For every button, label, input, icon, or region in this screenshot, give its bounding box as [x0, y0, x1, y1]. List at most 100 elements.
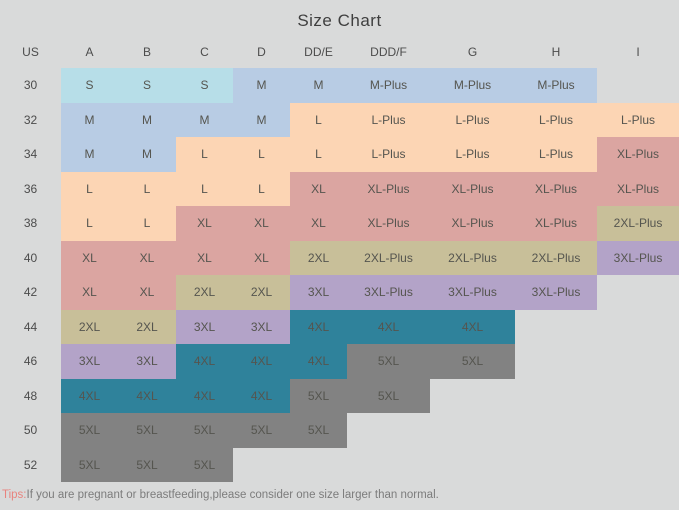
size-cell: XL-Plus — [347, 206, 430, 241]
size-cell: 4XL — [347, 309, 430, 344]
column-header: D — [257, 45, 266, 59]
size-cell: 4XL — [290, 344, 347, 379]
size-cell — [430, 379, 515, 414]
size-cell: XL-Plus — [597, 171, 679, 206]
size-cell — [430, 448, 515, 483]
row-label: 52 — [23, 457, 38, 472]
size-cell: 4XL — [430, 309, 515, 344]
size-cell: XL — [118, 275, 176, 310]
size-cell: M — [118, 137, 176, 172]
size-cell: 2XL — [118, 309, 176, 344]
size-cell: 3XL — [176, 309, 233, 344]
size-cell — [515, 310, 597, 345]
size-cell: 4XL — [290, 309, 347, 344]
size-cell: M — [61, 137, 118, 172]
size-cell: L — [176, 171, 233, 206]
size-cell — [233, 448, 290, 483]
size-cell: M-Plus — [430, 68, 515, 103]
size-cell: XL-Plus — [597, 137, 679, 172]
size-cell: L — [61, 171, 118, 206]
column-header: G — [467, 45, 478, 59]
size-cell: 3XL — [290, 275, 347, 310]
size-cell: 5XL — [430, 344, 515, 379]
page-title: Size Chart — [297, 11, 382, 30]
size-cell: XL — [176, 206, 233, 241]
column-header: H — [551, 45, 561, 59]
row-label: 32 — [23, 112, 38, 127]
size-cell: M-Plus — [347, 68, 430, 103]
row-label: 48 — [23, 388, 38, 403]
size-cell: L-Plus — [430, 102, 515, 137]
size-cell: L — [118, 206, 176, 241]
size-cell — [430, 413, 515, 448]
size-cell: 5XL — [118, 413, 176, 448]
size-cell: 3XL — [118, 344, 176, 379]
size-cell: 4XL — [118, 378, 176, 413]
size-cell: 5XL — [61, 413, 118, 448]
size-cell: 2XL — [61, 309, 118, 344]
row-label: 38 — [23, 216, 38, 231]
size-cell: XL — [290, 206, 347, 241]
size-chart-table: US A B C D DD/E DDD/F G H I 30 S S S M M M-Plus M-Plus M-P… — [0, 36, 679, 482]
size-cell: 4XL — [176, 378, 233, 413]
size-cell — [515, 379, 597, 414]
size-cell: 3XL — [61, 344, 118, 379]
size-cell: 3XL-Plus — [515, 275, 597, 310]
size-cell: S — [176, 68, 233, 103]
tips-label: Tips: — [2, 489, 27, 501]
size-cell: 4XL — [233, 344, 290, 379]
size-cell: XL — [233, 240, 290, 275]
size-cell: XL-Plus — [430, 171, 515, 206]
size-cell: XL-Plus — [515, 206, 597, 241]
column-header: C — [200, 45, 209, 59]
row-label: 44 — [23, 319, 38, 334]
row-label: 42 — [23, 285, 38, 300]
size-cell: XL — [118, 240, 176, 275]
size-cell: L — [176, 137, 233, 172]
size-cell: L-Plus — [430, 137, 515, 172]
column-header: DDD/F — [370, 45, 407, 59]
size-cell: L — [290, 137, 347, 172]
size-cell: 4XL — [176, 344, 233, 379]
size-cell — [515, 448, 597, 483]
size-cell — [597, 68, 679, 103]
size-cell: L-Plus — [347, 102, 430, 137]
size-cell: L — [290, 102, 347, 137]
size-cell: XL-Plus — [430, 206, 515, 241]
size-cell: 5XL — [347, 378, 430, 413]
size-cell — [347, 448, 430, 483]
size-cell: M — [118, 102, 176, 137]
size-cell: S — [61, 68, 118, 103]
size-cell: L — [233, 171, 290, 206]
column-header: DD/E — [304, 45, 333, 59]
size-cell: L-Plus — [515, 137, 597, 172]
size-cell — [597, 448, 679, 483]
size-cell — [597, 310, 679, 345]
size-cell: 2XL-Plus — [347, 240, 430, 275]
size-cell: L — [233, 137, 290, 172]
size-cell: 2XL — [176, 275, 233, 310]
column-header: B — [142, 45, 151, 59]
size-cell: 2XL — [290, 240, 347, 275]
size-cell: XL — [176, 240, 233, 275]
size-cell: 2XL-Plus — [597, 206, 679, 241]
size-cell — [515, 413, 597, 448]
size-cell: M — [233, 102, 290, 137]
size-cell: L-Plus — [515, 102, 597, 137]
size-cell: XL — [61, 275, 118, 310]
size-cell: L-Plus — [347, 137, 430, 172]
size-cell: 4XL — [233, 378, 290, 413]
size-cell: 5XL — [290, 378, 347, 413]
row-label: 34 — [23, 147, 38, 162]
size-cell: 5XL — [176, 447, 233, 482]
size-cell: M — [61, 102, 118, 137]
size-cell: L — [118, 171, 176, 206]
size-cell: 3XL-Plus — [430, 275, 515, 310]
size-cell: XL — [61, 240, 118, 275]
row-label: 46 — [23, 354, 38, 369]
size-cell: XL — [233, 206, 290, 241]
row-label: 36 — [23, 181, 38, 196]
size-cell — [597, 379, 679, 414]
row-label: 30 — [23, 78, 38, 93]
